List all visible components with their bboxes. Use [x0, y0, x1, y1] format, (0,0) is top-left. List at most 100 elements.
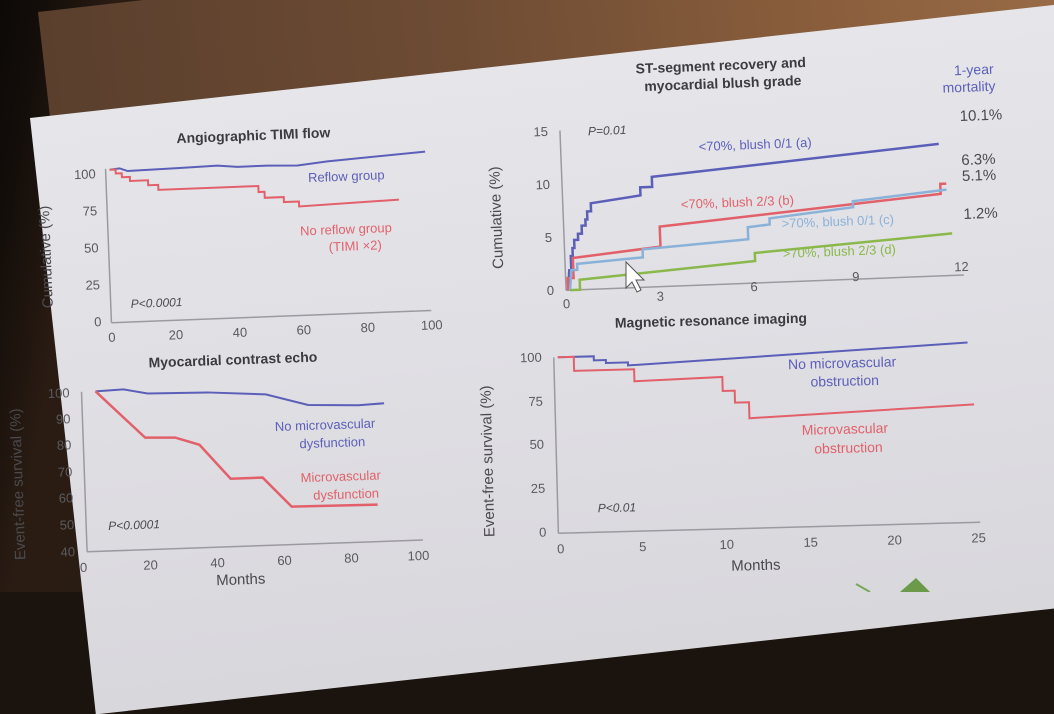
y-axis [80, 391, 88, 552]
x-tick: 0 [557, 541, 565, 556]
p-value: P<0.0001 [108, 517, 160, 533]
y-tick: 70 [58, 464, 73, 479]
x-tick: 0 [80, 560, 88, 575]
x-tick: 0 [108, 330, 116, 345]
y-tick: 25 [85, 277, 100, 293]
y-tick: 75 [528, 394, 543, 409]
chart-title: Myocardial contrast echo [148, 349, 317, 371]
mortality-c: 5.1% [962, 167, 997, 185]
x-axis-label: Months [731, 557, 781, 575]
y-tick: 100 [74, 166, 96, 182]
y-tick: 25 [531, 481, 546, 496]
x-tick: 5 [639, 539, 647, 554]
y-tick: 0 [94, 314, 102, 329]
x-tick: 20 [168, 327, 183, 343]
x-tick: 60 [277, 553, 292, 568]
y-axis [559, 130, 567, 291]
y-tick: 80 [57, 437, 72, 452]
x-tick: 40 [210, 555, 225, 570]
x-axis [111, 309, 432, 324]
p-value: P<0.01 [598, 500, 637, 515]
chart-timi: Angiographic TIMI flow Cumulative (%) 10… [36, 124, 443, 345]
series-label-mv: Microvascular [300, 467, 381, 485]
x-axis [87, 539, 423, 553]
y-axis-label: Event-free survival (%) [477, 385, 498, 537]
x-tick: 20 [143, 557, 158, 572]
mortality-header: 1-year [954, 61, 995, 79]
series-no-mv-dysfunction [95, 388, 385, 407]
mouse-cursor-icon [625, 260, 646, 293]
series-label-no-reflow: No reflow group [300, 220, 392, 239]
x-tick: 100 [421, 317, 443, 333]
y-axis-label: Event-free survival (%) [7, 408, 29, 560]
mortality-header-2: mortality [942, 78, 995, 96]
x-tick: 3 [656, 289, 664, 304]
x-tick: 80 [360, 320, 375, 336]
p-value: P<0.0001 [130, 295, 182, 311]
x-tick: 6 [750, 279, 758, 294]
x-tick: 40 [232, 325, 247, 341]
series-label-b: <70%, blush 2/3 (b) [681, 192, 795, 211]
chart-title: Angiographic TIMI flow [176, 124, 331, 146]
y-tick: 10 [535, 177, 550, 193]
series-d [570, 232, 953, 292]
x-tick: 25 [971, 530, 986, 545]
x-tick: 80 [344, 550, 359, 565]
series-label-reflow: Reflow group [308, 167, 385, 185]
chart-mri: Magnetic resonance imaging Event-free su… [477, 310, 986, 575]
series-label-no-reflow-sub: (TIMI ×2) [328, 237, 382, 254]
series-label-a: <70%, blush 0/1 (a) [698, 135, 812, 154]
x-tick: 100 [407, 548, 429, 564]
series-label-mv-sub: dysfunction [313, 486, 379, 503]
y-axis-label: Cumulative (%) [486, 166, 507, 269]
x-tick: 12 [954, 259, 969, 275]
x-axis-label: Months [216, 571, 266, 590]
x-tick: 0 [563, 296, 571, 311]
x-tick: 20 [887, 532, 902, 547]
mortality-a: 10.1% [959, 106, 1002, 125]
y-tick: 40 [60, 544, 75, 559]
slide: Angiographic TIMI flow Cumulative (%) 10… [7, 54, 1003, 592]
series-label-d: >70%, blush 2/3 (d) [783, 242, 897, 261]
y-tick: 100 [520, 350, 542, 366]
chart-st-segment: ST-segment recovery and myocardial blush… [486, 54, 1002, 311]
y-tick: 0 [547, 283, 555, 298]
series-no-mv-obstruction [557, 341, 968, 367]
y-tick: 50 [529, 437, 544, 452]
y-axis [104, 168, 113, 323]
y-tick: 50 [59, 517, 74, 532]
series-label-no-mvo: No microvascular [788, 353, 897, 372]
chart-title: Magnetic resonance imaging [615, 310, 808, 331]
series-mv-dysfunction [94, 390, 378, 508]
series-label-no-mvo-sub: obstruction [810, 372, 879, 390]
series-a [566, 142, 939, 291]
y-tick: 90 [56, 411, 71, 426]
y-tick: 60 [58, 490, 73, 505]
series-label-mvo-sub: obstruction [814, 439, 883, 457]
mortality-b: 6.3% [961, 151, 996, 169]
y-axis-label: Cumulative (%) [36, 205, 57, 308]
x-tick: 60 [296, 322, 311, 338]
x-axis [566, 274, 964, 292]
series-label-c: >70%, blush 0/1 (c) [781, 212, 894, 231]
series-no-reflow [109, 168, 400, 208]
series-label-no-mv-sub: dysfunction [299, 434, 365, 451]
chart-title-line2: myocardial blush grade [644, 72, 802, 94]
series-c [568, 188, 947, 291]
y-tick: 50 [84, 240, 99, 256]
series-mv-obstruction [557, 355, 975, 420]
chart-title-line1: ST-segment recovery and [635, 54, 806, 77]
y-tick: 100 [48, 385, 70, 401]
series-label-no-mv: No microvascular [275, 416, 377, 435]
series-label-mvo: Microvascular [802, 420, 889, 438]
x-tick: 9 [852, 269, 860, 284]
y-tick: 5 [545, 230, 553, 245]
mortality-d: 1.2% [963, 205, 998, 223]
series-reflow [109, 150, 426, 173]
leaf-decoration [900, 578, 930, 592]
y-tick: 75 [82, 203, 97, 219]
p-value: P=0.01 [588, 123, 627, 138]
y-axis [553, 357, 560, 534]
x-tick: 15 [803, 535, 818, 550]
y-tick: 15 [533, 124, 548, 140]
